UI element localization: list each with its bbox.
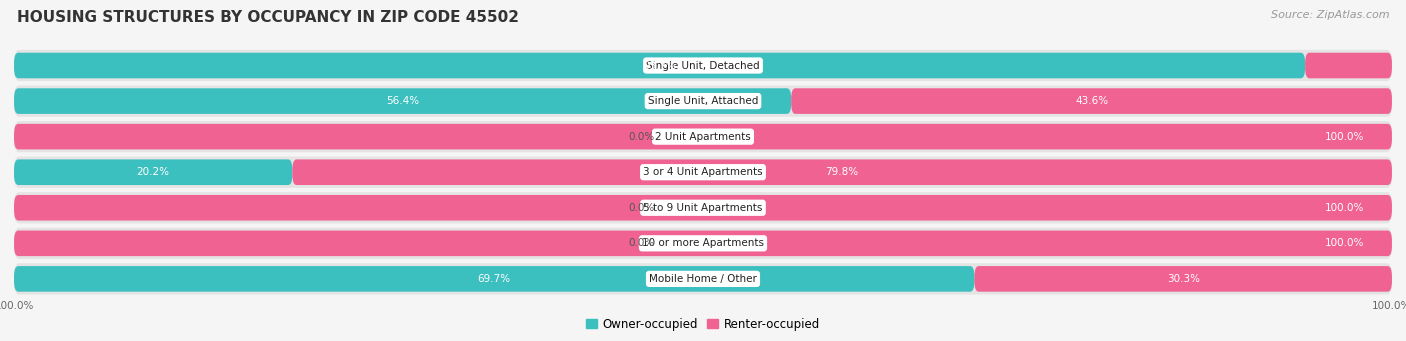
Text: 30.3%: 30.3% <box>1167 274 1199 284</box>
Text: 5 to 9 Unit Apartments: 5 to 9 Unit Apartments <box>644 203 762 213</box>
Text: 93.7%: 93.7% <box>643 60 676 71</box>
FancyBboxPatch shape <box>974 266 1392 292</box>
FancyBboxPatch shape <box>14 53 1305 78</box>
FancyBboxPatch shape <box>14 228 1392 259</box>
FancyBboxPatch shape <box>14 88 792 114</box>
FancyBboxPatch shape <box>14 124 1392 149</box>
Text: Source: ZipAtlas.com: Source: ZipAtlas.com <box>1271 10 1389 20</box>
Text: 69.7%: 69.7% <box>478 274 510 284</box>
Text: Single Unit, Detached: Single Unit, Detached <box>647 60 759 71</box>
Text: 0.0%: 0.0% <box>628 203 655 213</box>
Text: Mobile Home / Other: Mobile Home / Other <box>650 274 756 284</box>
Text: 3 or 4 Unit Apartments: 3 or 4 Unit Apartments <box>643 167 763 177</box>
FancyBboxPatch shape <box>792 88 1392 114</box>
Text: 2 Unit Apartments: 2 Unit Apartments <box>655 132 751 142</box>
FancyBboxPatch shape <box>1305 53 1392 78</box>
Legend: Owner-occupied, Renter-occupied: Owner-occupied, Renter-occupied <box>581 313 825 336</box>
Text: 10 or more Apartments: 10 or more Apartments <box>643 238 763 248</box>
FancyBboxPatch shape <box>14 121 1392 152</box>
FancyBboxPatch shape <box>14 157 1392 188</box>
FancyBboxPatch shape <box>14 263 1392 295</box>
Text: 0.0%: 0.0% <box>628 238 655 248</box>
FancyBboxPatch shape <box>14 231 1392 256</box>
FancyBboxPatch shape <box>14 192 1392 223</box>
Text: 100.0%: 100.0% <box>1324 203 1364 213</box>
FancyBboxPatch shape <box>14 266 974 292</box>
FancyBboxPatch shape <box>14 159 292 185</box>
Text: 100.0%: 100.0% <box>1324 132 1364 142</box>
FancyBboxPatch shape <box>292 159 1392 185</box>
FancyBboxPatch shape <box>14 195 1392 221</box>
FancyBboxPatch shape <box>14 86 1392 117</box>
Text: HOUSING STRUCTURES BY OCCUPANCY IN ZIP CODE 45502: HOUSING STRUCTURES BY OCCUPANCY IN ZIP C… <box>17 10 519 25</box>
Text: 43.6%: 43.6% <box>1076 96 1108 106</box>
Text: 20.2%: 20.2% <box>136 167 170 177</box>
Text: 79.8%: 79.8% <box>825 167 859 177</box>
Text: Single Unit, Attached: Single Unit, Attached <box>648 96 758 106</box>
FancyBboxPatch shape <box>14 50 1392 81</box>
Text: 100.0%: 100.0% <box>1324 238 1364 248</box>
Text: 56.4%: 56.4% <box>387 96 419 106</box>
Text: 0.0%: 0.0% <box>628 132 655 142</box>
